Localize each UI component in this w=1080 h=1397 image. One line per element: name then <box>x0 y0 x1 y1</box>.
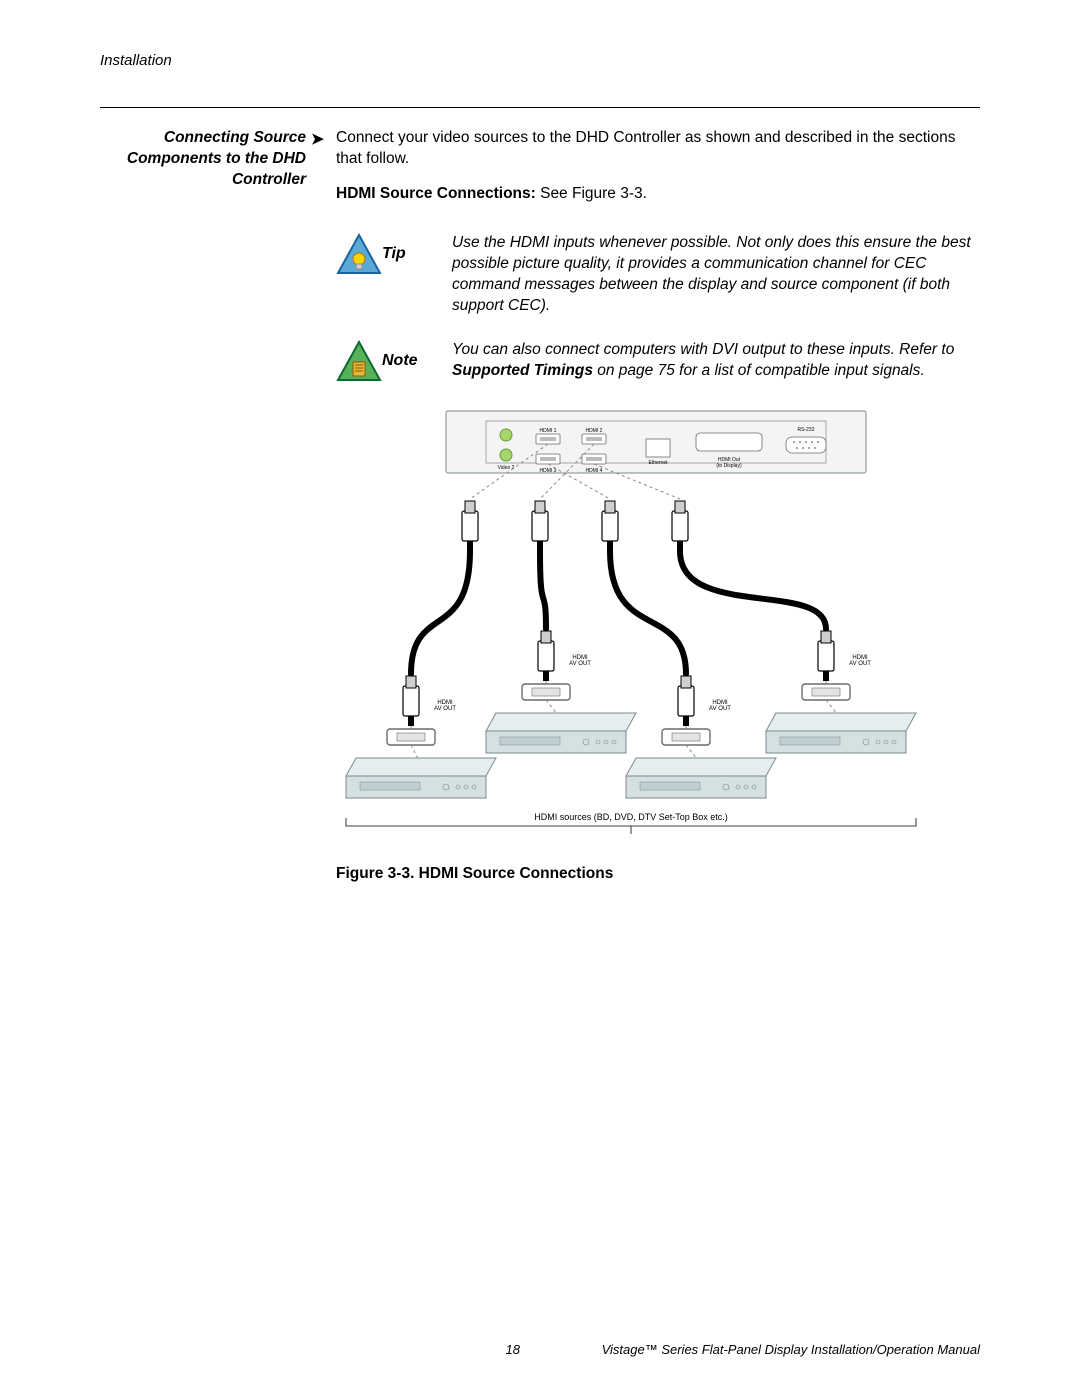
figure-3-3: Video 2 HDMI 1 HDMI 2 HDMI 3 HDMI 4 Ethernet H… <box>336 406 936 856</box>
svg-text:Video 2: Video 2 <box>498 465 515 471</box>
running-header: Installation <box>100 52 980 69</box>
svg-text:HDMIAV OUT: HDMIAV OUT <box>569 655 591 667</box>
arrow-icon: ➤ <box>311 130 324 151</box>
tip-callout: Tip Use the HDMI inputs whenever possibl… <box>336 233 980 317</box>
page-number: 18 <box>100 1342 520 1357</box>
subhead-bold: HDMI Source Connections: <box>336 185 536 202</box>
intro-text: Connect your video sources to the DHD Co… <box>336 128 980 170</box>
figure-svg: Video 2 HDMI 1 HDMI 2 HDMI 3 HDMI 4 Ethernet H… <box>336 406 936 856</box>
margin-column: Connecting Source Components to the DHD … <box>100 128 310 191</box>
rule <box>100 107 980 108</box>
note-icon <box>336 340 382 382</box>
subhead: HDMI Source Connections: See Figure 3-3. <box>336 184 980 205</box>
svg-text:HDMIAV OUT: HDMIAV OUT <box>434 700 456 712</box>
figure-caption: Figure 3-3. HDMI Source Connections <box>336 864 980 885</box>
svg-text:HDMI 2: HDMI 2 <box>586 428 603 434</box>
note-text: You can also connect computers with DVI … <box>434 340 980 382</box>
svg-text:HDMI sources (BD, DVD, DTV Set: HDMI sources (BD, DVD, DTV Set-Top Box e… <box>534 812 728 822</box>
tip-text: Use the HDMI inputs whenever possible. N… <box>434 233 980 317</box>
tip-icon <box>336 233 382 275</box>
note-label: Note <box>382 340 434 372</box>
note-callout: Note You can also connect computers with… <box>336 340 980 382</box>
svg-text:HDMI 4: HDMI 4 <box>586 468 603 474</box>
content-row: Connecting Source Components to the DHD … <box>100 128 980 885</box>
svg-text:(to Display): (to Display) <box>716 463 742 469</box>
svg-text:Ethernet: Ethernet <box>649 460 669 466</box>
svg-text:HDMIAV OUT: HDMIAV OUT <box>849 655 871 667</box>
svg-text:HDMI 3: HDMI 3 <box>540 468 557 474</box>
note-bold: Supported Timings <box>452 362 593 379</box>
margin-heading-text: Connecting Source Components to the DHD … <box>127 129 306 188</box>
svg-text:RS-232: RS-232 <box>798 427 815 433</box>
svg-text:HDMI 1: HDMI 1 <box>540 428 557 434</box>
body-column: Connect your video sources to the DHD Co… <box>310 128 980 885</box>
note-post: on page 75 for a list of compatible inpu… <box>593 362 925 379</box>
note-pre: You can also connect computers with DVI … <box>452 341 954 358</box>
svg-text:HDMIAV OUT: HDMIAV OUT <box>709 700 731 712</box>
subhead-rest: See Figure 3-3. <box>536 185 647 202</box>
margin-heading: Connecting Source Components to the DHD … <box>100 128 306 191</box>
footer: 18 Vistage™ Series Flat-Panel Display In… <box>100 1342 980 1357</box>
tip-label: Tip <box>382 233 434 265</box>
manual-title: Vistage™ Series Flat-Panel Display Insta… <box>520 1342 980 1357</box>
